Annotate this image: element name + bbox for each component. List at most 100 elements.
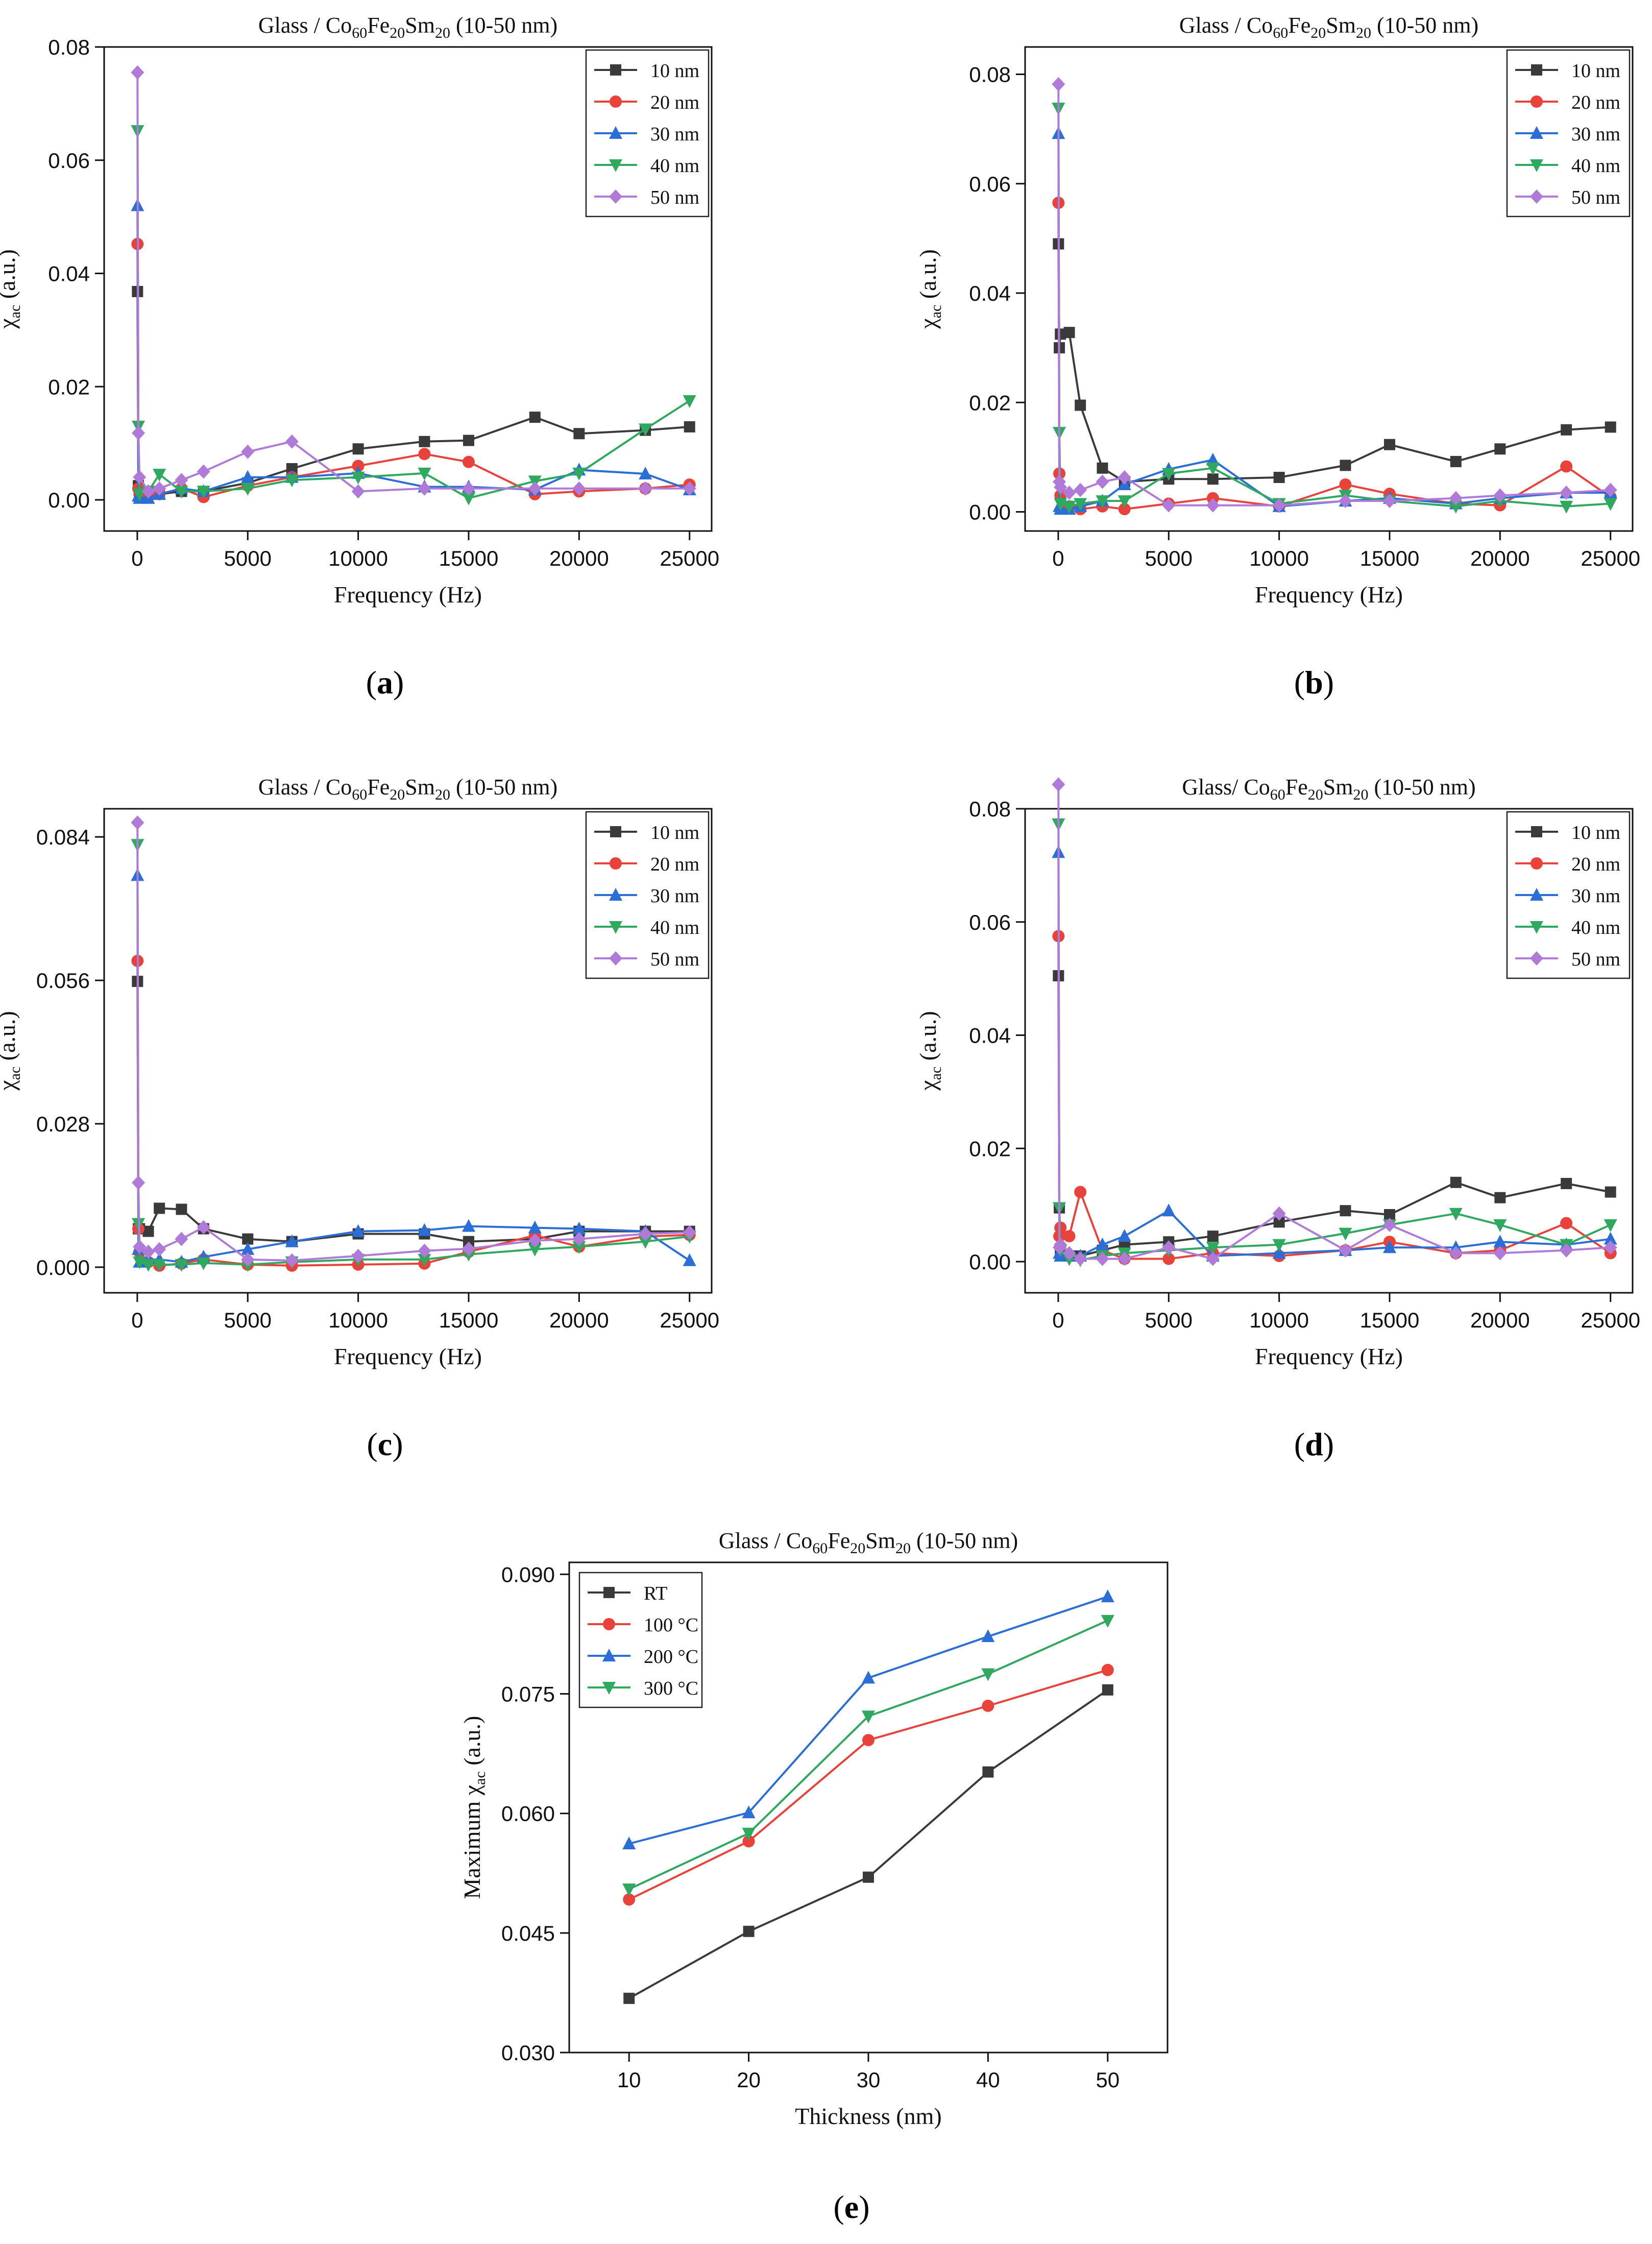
y-tick-label-e: 0.075: [501, 1682, 555, 1706]
y-tick-label-b: 0.08: [969, 63, 1011, 87]
chart-c: Glass / Co60Fe20Sm20 (10-50 nm) 0 5000 1000…: [0, 775, 719, 1369]
legend-label: 10 nm: [1571, 60, 1620, 82]
y-tick-label-b: 0.00: [969, 500, 1011, 524]
plot-frame-b: [1024, 46, 1634, 532]
data-point: [572, 1221, 586, 1235]
legend-marker: [609, 951, 622, 966]
data-point: [1074, 482, 1087, 497]
data-point: [1206, 452, 1220, 466]
data-point: [1560, 500, 1573, 514]
x-tick-label-a: 25000: [660, 546, 719, 570]
y-tick-label-d: 0.06: [969, 910, 1011, 934]
x-tick-label-b: 5000: [1145, 546, 1193, 570]
x-axis-label-b: Frequency (Hz): [1255, 582, 1403, 608]
chart-e: Glass / Co60Fe20Sm20 (10-50 nm) 10 20 30 40 5…: [459, 1528, 1169, 2129]
x-tick-label-d: 15000: [1360, 1308, 1420, 1332]
x-axis-label-e: Thickness (nm): [795, 2103, 941, 2129]
data-point: [1604, 482, 1617, 497]
legend-label: 100 °C: [644, 1614, 698, 1636]
y-tick-label-d: 0.02: [969, 1137, 1011, 1161]
data-point: [1494, 443, 1506, 455]
data-point: [1450, 1176, 1462, 1188]
data-point: [133, 470, 147, 485]
y-axis-label-b: χac (a.u.): [915, 249, 944, 329]
caption-a-letter: a: [377, 664, 393, 701]
data-point: [175, 1259, 188, 1272]
data-point: [1560, 460, 1573, 473]
data-point: [132, 1175, 145, 1190]
data-point: [197, 486, 210, 499]
caption-d: (d): [1237, 1426, 1391, 1463]
caption-a: (a): [308, 664, 461, 702]
data-point: [1162, 498, 1176, 513]
data-point: [1384, 439, 1395, 450]
y-tick-label-c: 0.056: [36, 969, 90, 993]
data-point: [1494, 1192, 1506, 1203]
series-line: [1057, 84, 1611, 506]
series-a-50-nm: [131, 65, 696, 499]
data-point: [1062, 500, 1076, 514]
legend-marker: [602, 1682, 616, 1695]
legend-label: 20 nm: [1571, 854, 1620, 875]
data-point: [639, 1236, 652, 1249]
series-d-20-nm: [1052, 930, 1617, 1265]
data-point: [153, 1242, 166, 1257]
legend-label: 10 nm: [650, 822, 699, 843]
x-tick-label-b: 20000: [1470, 546, 1530, 570]
x-axis-label-a: Frequency (Hz): [334, 582, 482, 608]
data-point: [241, 482, 255, 496]
caption-e-open: (: [833, 2189, 844, 2225]
data-point: [639, 423, 652, 437]
caption-a-open: (: [366, 664, 377, 701]
data-point: [1560, 1217, 1573, 1229]
data-point: [133, 1239, 147, 1254]
data-point: [352, 443, 364, 455]
data-point: [197, 464, 210, 479]
data-point: [529, 412, 541, 423]
x-tick-label-d: 0: [1052, 1308, 1064, 1332]
data-point: [1096, 495, 1109, 509]
data-point: [528, 1220, 542, 1234]
x-tick-label-e: 20: [737, 2068, 761, 2092]
caption-b: (b): [1237, 664, 1391, 702]
data-point: [1117, 1229, 1131, 1242]
data-point: [1493, 1235, 1507, 1248]
series-b-10-nm: [1053, 238, 1616, 488]
legend-label: 20 nm: [650, 854, 699, 875]
y-tick-label-c: 0.028: [36, 1112, 90, 1136]
data-point: [1162, 1203, 1176, 1217]
legend-label: 10 nm: [650, 60, 699, 82]
series-line: [1057, 784, 1611, 1260]
data-point: [1162, 1240, 1176, 1255]
series-line: [1057, 244, 1611, 483]
series-d-10-nm: [1053, 970, 1616, 1262]
data-point: [142, 1225, 154, 1237]
legend-box: [578, 1572, 703, 1708]
data-point: [1339, 494, 1352, 509]
legend-label: 50 nm: [1571, 949, 1620, 970]
data-point: [742, 1805, 756, 1819]
data-point: [131, 815, 144, 830]
data-point: [1383, 1217, 1396, 1232]
data-point: [1450, 455, 1462, 467]
legend-marker: [610, 64, 621, 76]
legend-marker: [1531, 64, 1542, 76]
legend-marker: [602, 1649, 616, 1661]
data-point: [462, 1241, 475, 1256]
legend-label: RT: [644, 1583, 667, 1604]
data-point: [463, 435, 474, 446]
data-point: [1074, 1186, 1087, 1198]
data-point: [175, 473, 188, 488]
series-line: [136, 981, 690, 1243]
data-point: [1560, 486, 1573, 500]
series-a-30-nm: [131, 198, 696, 504]
data-point: [132, 426, 145, 441]
data-point: [351, 1248, 365, 1263]
series-line: [136, 72, 690, 493]
x-tick-label-b: 10000: [1249, 546, 1309, 570]
data-point: [1101, 1614, 1114, 1628]
data-point: [683, 1225, 696, 1240]
x-tick-label-d: 5000: [1145, 1308, 1193, 1332]
data-point: [742, 1835, 755, 1848]
